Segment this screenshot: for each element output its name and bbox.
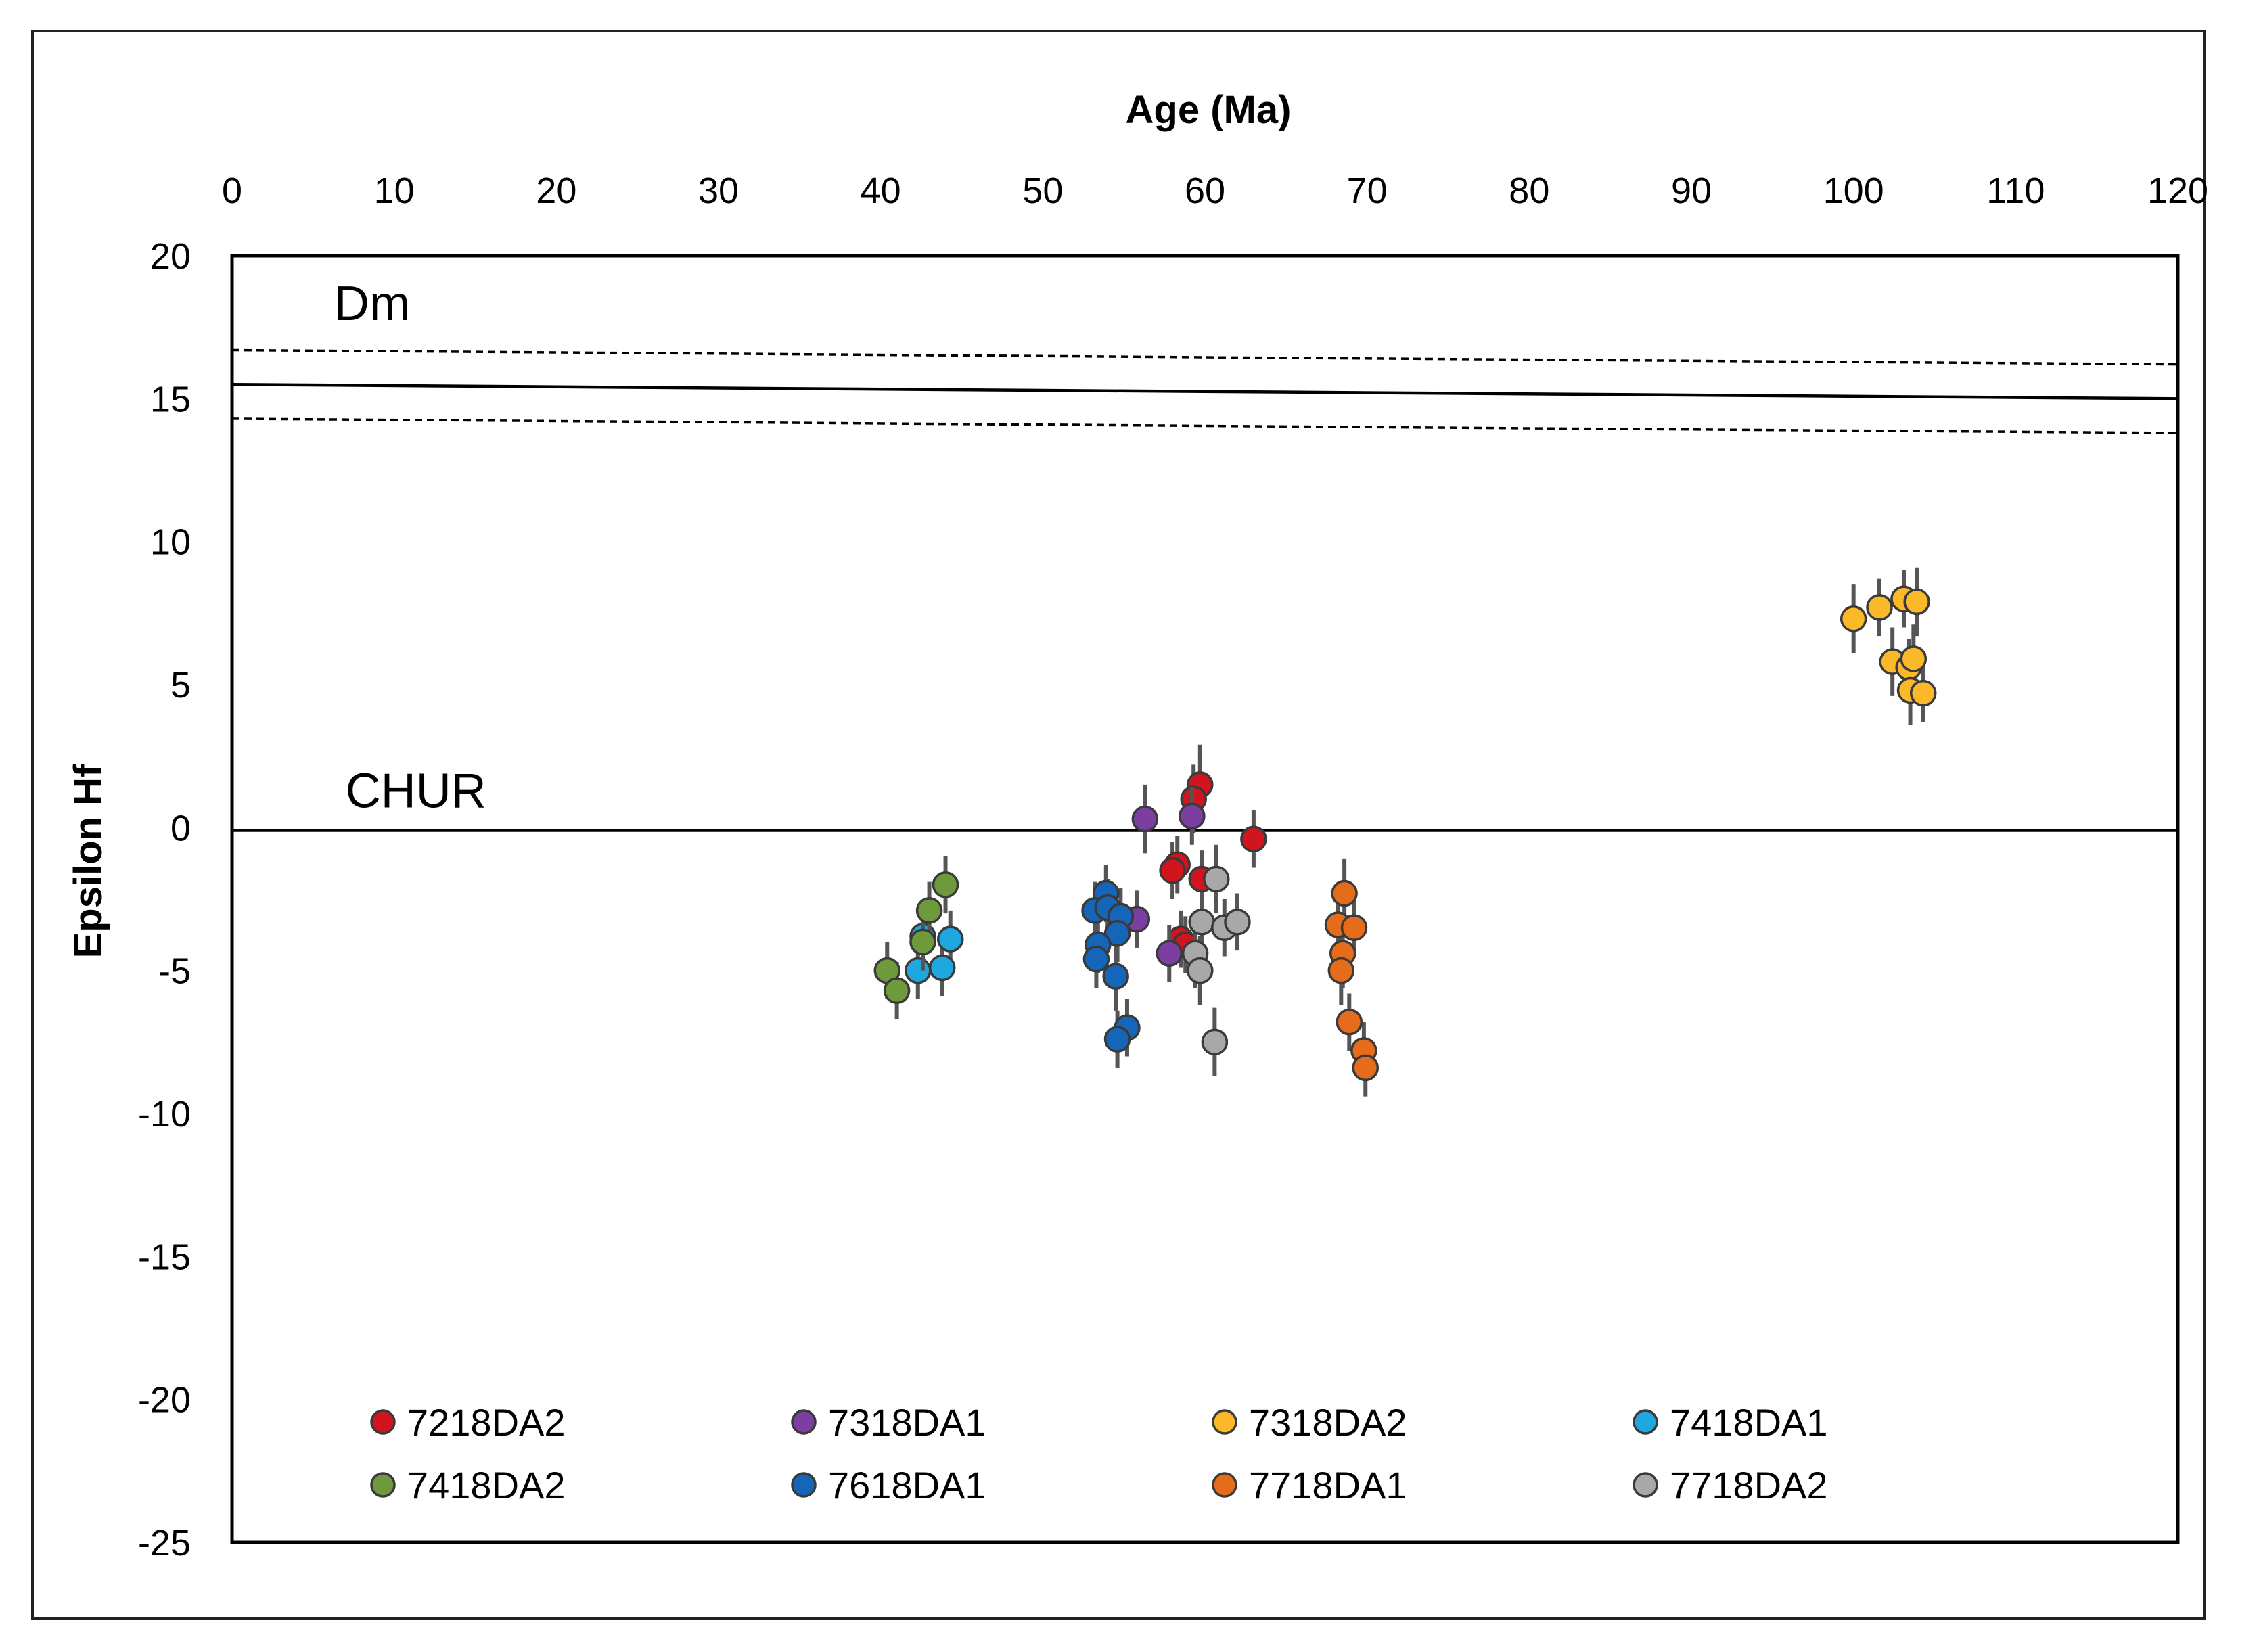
reference-line-labels: Dm CHUR <box>334 277 486 818</box>
point-7618DA1 <box>1103 1026 1131 1053</box>
chur-label: CHUR <box>346 764 486 819</box>
legend-label-7318DA1: 7318DA1 <box>828 1401 986 1444</box>
y-tick-label: 20 <box>150 236 191 277</box>
y-tick-label: -20 <box>138 1380 191 1421</box>
y-tick-label: -25 <box>138 1523 191 1563</box>
point-7318DA1 <box>1179 802 1206 830</box>
point-7318DA1 <box>1156 940 1183 967</box>
data-points <box>873 567 1937 1097</box>
point-7418DA2 <box>909 928 936 956</box>
point-7718DA2 <box>1203 865 1230 893</box>
reference-lines <box>231 348 2178 832</box>
point-7218DA2 <box>1240 825 1267 852</box>
point-7418DA1 <box>936 925 964 953</box>
x-tick-label: 0 <box>222 170 242 211</box>
point-7318DA2 <box>1840 605 1867 633</box>
x-tick-label: 50 <box>1022 170 1063 211</box>
x-tick-label: 90 <box>1671 170 1712 211</box>
point-7718DA2 <box>1224 909 1251 936</box>
point-7618DA1 <box>1082 946 1110 973</box>
point-7318DA2 <box>1903 588 1930 616</box>
legend-marker-7218DA2 <box>370 1409 396 1435</box>
y-tick-label: 10 <box>150 522 191 563</box>
legend-marker-7618DA1 <box>791 1472 817 1498</box>
point-7718DA1 <box>1327 957 1355 984</box>
point-7318DA2 <box>1900 645 1927 672</box>
x-tick-label: 20 <box>536 170 576 211</box>
point-7418DA1 <box>928 954 956 982</box>
y-tick-label: 15 <box>150 379 191 419</box>
plot-area <box>230 254 2180 1544</box>
dm-upper-line <box>231 348 2178 366</box>
legend-marker-7718DA1 <box>1212 1472 1237 1498</box>
legend: 7218DA2 7318DA1 7318DA2 7418DA1 7418DA2 7618D… <box>370 1401 1828 1507</box>
legend-label-7218DA2: 7218DA2 <box>407 1401 566 1444</box>
dm-label: Dm <box>334 277 410 331</box>
y-axis-ticks: 20 15 10 5 0 -5 -10 -15 -20 -25 <box>138 236 191 1563</box>
legend-marker-7318DA2 <box>1212 1409 1237 1435</box>
y-tick-label: 0 <box>170 808 191 848</box>
x-axis-title: Age (Ma) <box>1126 88 1292 132</box>
point-7218DA2 <box>1159 856 1186 884</box>
y-tick-label: -15 <box>138 1237 191 1277</box>
x-tick-label: 60 <box>1185 170 1225 211</box>
dm-line <box>231 382 2178 400</box>
legend-marker-7718DA2 <box>1633 1472 1658 1498</box>
x-tick-label: 120 <box>2147 170 2208 211</box>
legend-marker-7318DA1 <box>791 1409 817 1435</box>
point-7318DA1 <box>1131 805 1159 833</box>
y-tick-label: 5 <box>170 665 191 706</box>
point-7418DA1 <box>905 957 932 984</box>
y-axis-title: Epsilon Hf <box>66 764 110 958</box>
legend-label-7418DA2: 7418DA2 <box>407 1464 566 1507</box>
point-7418DA2 <box>883 977 911 1005</box>
dm-lower-line <box>231 417 2178 434</box>
point-7418DA2 <box>915 897 943 924</box>
x-tick-label: 30 <box>698 170 739 211</box>
legend-label-7418DA1: 7418DA1 <box>1670 1401 1828 1444</box>
point-7718DA1 <box>1336 1008 1363 1036</box>
point-7718DA1 <box>1340 914 1368 942</box>
point-7418DA2 <box>932 871 959 898</box>
legend-label-7618DA1: 7618DA1 <box>828 1464 986 1507</box>
legend-marker-7418DA1 <box>1633 1409 1658 1435</box>
x-tick-label: 80 <box>1509 170 1549 211</box>
point-7718DA1 <box>1352 1054 1379 1082</box>
point-7718DA1 <box>1331 879 1358 907</box>
x-tick-label: 10 <box>374 170 415 211</box>
legend-marker-7418DA2 <box>370 1472 396 1498</box>
y-tick-label: -5 <box>158 951 191 992</box>
x-tick-label: 70 <box>1347 170 1388 211</box>
legend-label-7318DA2: 7318DA2 <box>1249 1401 1407 1444</box>
point-7618DA1 <box>1102 963 1129 990</box>
x-tick-label: 100 <box>1823 170 1884 211</box>
point-7318DA2 <box>1909 679 1937 707</box>
x-axis-ticks: 0 10 20 30 40 50 60 70 80 90 100 110 120 <box>222 170 2208 211</box>
point-7618DA1 <box>1103 919 1131 947</box>
figure-frame <box>31 30 2206 1620</box>
legend-label-7718DA1: 7718DA1 <box>1249 1464 1407 1507</box>
x-tick-label: 40 <box>861 170 901 211</box>
legend-label-7718DA2: 7718DA2 <box>1670 1464 1828 1507</box>
y-tick-label: -10 <box>138 1094 191 1134</box>
point-7718DA2 <box>1201 1028 1229 1056</box>
point-7718DA2 <box>1188 909 1215 936</box>
x-tick-label: 110 <box>1986 170 2045 211</box>
point-7718DA2 <box>1187 957 1214 984</box>
point-7318DA2 <box>1866 594 1893 621</box>
